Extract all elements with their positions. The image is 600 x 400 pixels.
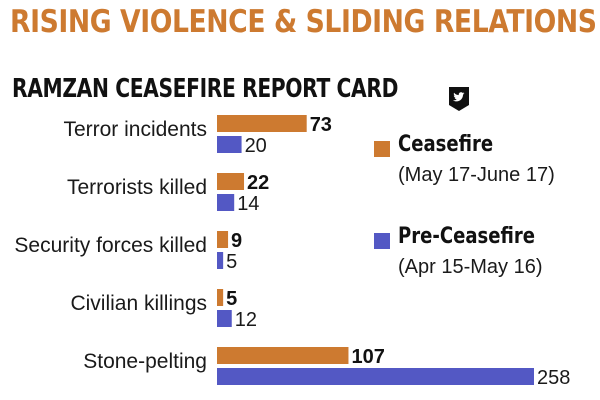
- bar-ceasefire: [217, 231, 229, 248]
- data-label-ceasefire: 5: [226, 288, 237, 310]
- legend-swatch-ceasefire: [374, 141, 390, 157]
- legend-swatch-pre-ceasefire: [374, 233, 390, 249]
- chart-title: RAMZAN CEASEFIRE REPORT CARD: [12, 74, 399, 104]
- legend-item-pre-ceasefire: Pre-Ceasefire (Apr 15-May 16): [374, 224, 594, 316]
- headline: RISING VIOLENCE & SLIDING RELATIONS: [10, 4, 597, 40]
- category-label: Terror incidents: [63, 118, 207, 141]
- data-label-pre-ceasefire: 20: [245, 135, 267, 157]
- data-label-ceasefire: 9: [231, 230, 242, 252]
- category-label: Stone-pelting: [83, 350, 207, 373]
- data-label-pre-ceasefire: 258: [537, 367, 570, 389]
- bar-ceasefire: [217, 289, 224, 306]
- bar-pre-ceasefire: [217, 136, 242, 153]
- bar-ceasefire: [217, 173, 245, 190]
- data-label-ceasefire: 73: [310, 114, 332, 136]
- data-label-ceasefire: 22: [247, 172, 269, 194]
- category-label: Terrorists killed: [67, 176, 207, 199]
- data-label-pre-ceasefire: 12: [235, 309, 257, 331]
- bar-pre-ceasefire: [217, 252, 224, 269]
- legend-item-ceasefire: Ceasefire (May 17-June 17): [374, 132, 594, 224]
- legend-label-pre-ceasefire: Pre-Ceasefire: [398, 224, 535, 249]
- bar-ceasefire: [217, 347, 349, 364]
- bar-ceasefire: [217, 115, 307, 132]
- category-label: Security forces killed: [14, 234, 207, 257]
- legend-period-pre-ceasefire: (Apr 15-May 16): [398, 256, 543, 278]
- bar-pre-ceasefire: [217, 368, 534, 385]
- bar-pre-ceasefire: [217, 194, 235, 211]
- data-label-pre-ceasefire: 5: [226, 251, 237, 273]
- twitter-bird-icon[interactable]: [448, 86, 470, 112]
- bar-pre-ceasefire: [217, 310, 232, 327]
- category-label: Civilian killings: [70, 292, 207, 315]
- legend-label-ceasefire: Ceasefire: [398, 132, 494, 157]
- legend-period-ceasefire: (May 17-June 17): [398, 164, 555, 186]
- data-label-pre-ceasefire: 14: [237, 193, 259, 215]
- legend: Ceasefire (May 17-June 17) Pre-Ceasefire…: [374, 132, 594, 316]
- data-label-ceasefire: 107: [351, 346, 384, 368]
